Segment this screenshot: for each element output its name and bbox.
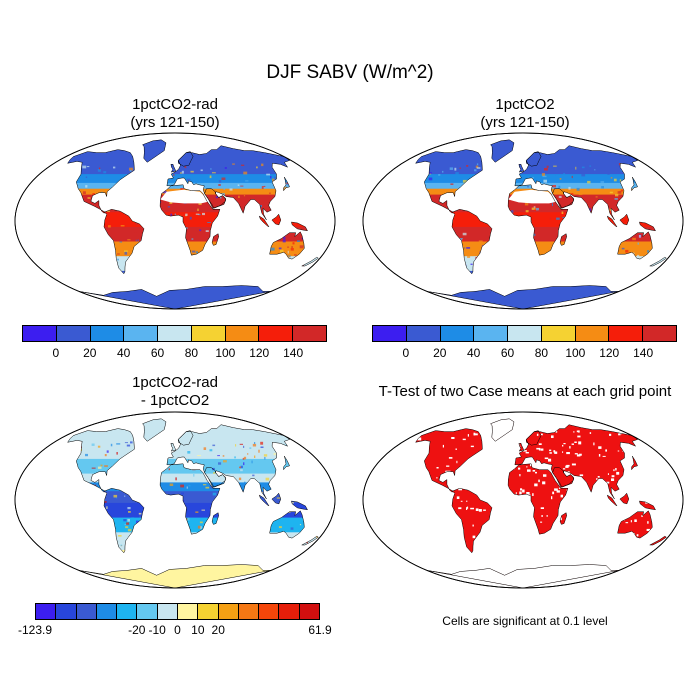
colorbar-tick-label: -20: [128, 623, 146, 637]
colorbar-swatch: [191, 326, 226, 341]
significance-note: Cells are significant at 0.1 level: [442, 614, 608, 628]
panel2-title: 1pctCO2 (yrs 121-150): [375, 96, 675, 132]
colorbar-swatch: [56, 326, 91, 341]
colorbar-tick-label: 100: [215, 346, 236, 360]
colorbar-tick-label: 20: [83, 346, 97, 360]
colorbar-swatch: [198, 604, 219, 619]
colorbar-diff: [35, 603, 320, 620]
map-border: [362, 411, 684, 589]
colorbar-swatch: [36, 604, 57, 619]
colorbar-swatch: [259, 604, 280, 619]
panel4-title-line1: T-Test of two Case means at each grid po…: [378, 383, 672, 400]
colorbar-swatch: [406, 326, 441, 341]
panel3-title: 1pctCO2-rad - 1pctCO2: [25, 374, 325, 410]
coastlines: [67, 139, 319, 310]
colorbar-abs-2: [372, 325, 677, 342]
colorbar-swatch: [541, 326, 576, 341]
colorbar-tick-label: 10: [191, 623, 205, 637]
colorbar-abs-1-labels: 0 20 40 60 80 100 120 140: [22, 346, 327, 362]
map-panel-1pctco2: [362, 132, 684, 310]
colorbar-abs-1: [22, 325, 327, 342]
map-border: [14, 411, 336, 589]
colorbar-swatch: [76, 604, 97, 619]
panel1-title-line2: (yrs 121-150): [130, 114, 220, 131]
colorbar-swatch: [508, 326, 542, 341]
colorbar-tick-label: 120: [249, 346, 270, 360]
coastlines: [415, 139, 667, 310]
coastlines: [415, 418, 667, 589]
colorbar-tick-label: 140: [633, 346, 654, 360]
colorbar-swatch: [23, 326, 57, 341]
colorbar-tick-label: 60: [500, 346, 515, 360]
map-border: [362, 132, 684, 310]
panel3-title-line1: 1pctCO2-rad: [132, 374, 218, 391]
colorbar-swatch: [279, 604, 300, 619]
map-border: [14, 132, 336, 310]
colorbar-swatch: [643, 326, 677, 341]
colorbar-tick-label: 20: [211, 623, 225, 637]
colorbar-tick-label: 20: [433, 346, 447, 360]
colorbar-tick-label: 80: [534, 346, 549, 360]
colorbar-tick-label: 0: [52, 346, 60, 360]
panel2-title-line1: 1pctCO2: [495, 96, 555, 113]
colorbar-tick-label: 61.9: [308, 623, 332, 637]
colorbar-swatch: [90, 326, 125, 341]
panel4-title: T-Test of two Case means at each grid po…: [350, 383, 700, 401]
colorbar-tick-label: 100: [565, 346, 586, 360]
colorbar-swatch: [609, 326, 644, 341]
colorbar-tick-label: 0: [402, 346, 410, 360]
colorbar-tick-label: 40: [116, 346, 131, 360]
colorbar-swatch: [259, 326, 294, 341]
colorbar-swatch: [373, 326, 407, 341]
colorbar-tick-label: 60: [150, 346, 165, 360]
colorbar-abs-2-labels: 0 20 40 60 80 100 120 140: [372, 346, 677, 362]
colorbar-swatch: [440, 326, 475, 341]
panel1-title-line1: 1pctCO2-rad: [132, 96, 218, 113]
colorbar-swatch: [238, 604, 260, 619]
colorbar-swatch: [474, 326, 509, 341]
panel1-title: 1pctCO2-rad (yrs 121-150): [25, 96, 325, 132]
colorbar-swatch: [157, 604, 178, 619]
colorbar-tick-label: 120: [599, 346, 620, 360]
colorbar-swatch: [575, 326, 610, 341]
colorbar-diff-labels: -123.9 -20 -10 0 10 20 61.9: [18, 623, 332, 639]
colorbar-swatch: [218, 604, 239, 619]
colorbar-tick-label: 140: [283, 346, 304, 360]
colorbar-swatch: [177, 604, 199, 619]
colorbar-tick-label: 40: [466, 346, 481, 360]
colorbar-swatch: [117, 604, 138, 619]
colorbar-swatch: [56, 604, 77, 619]
colorbar-swatch: [124, 326, 159, 341]
colorbar-tick-label: -123.9: [17, 623, 53, 637]
colorbar-swatch: [225, 326, 260, 341]
map-panel-ttest: [362, 411, 684, 589]
colorbar-swatch: [158, 326, 192, 341]
panel2-title-line2: (yrs 121-150): [480, 114, 570, 131]
coastlines: [67, 418, 319, 589]
colorbar-tick-label: 0: [174, 623, 181, 637]
colorbar-swatch: [293, 326, 327, 341]
map-panel-difference: [14, 411, 336, 589]
colorbar-swatch: [137, 604, 158, 619]
colorbar-tick-label: 80: [184, 346, 199, 360]
figure-title: DJF SABV (W/m^2): [266, 62, 434, 83]
colorbar-swatch: [96, 604, 118, 619]
colorbar-swatch: [299, 604, 319, 619]
colorbar-tick-label: -10: [148, 623, 166, 637]
panel3-title-line2: - 1pctCO2: [140, 392, 210, 409]
map-panel-1pctco2-rad: [14, 132, 336, 310]
